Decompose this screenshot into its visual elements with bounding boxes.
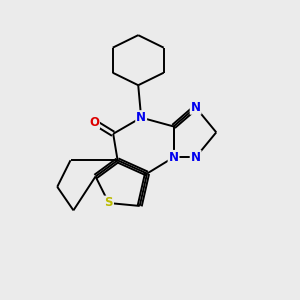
Text: N: N <box>190 101 201 114</box>
Text: N: N <box>169 151 178 164</box>
Text: S: S <box>104 196 113 209</box>
Text: N: N <box>136 111 146 124</box>
Text: O: O <box>89 116 99 128</box>
Text: N: N <box>190 151 201 164</box>
